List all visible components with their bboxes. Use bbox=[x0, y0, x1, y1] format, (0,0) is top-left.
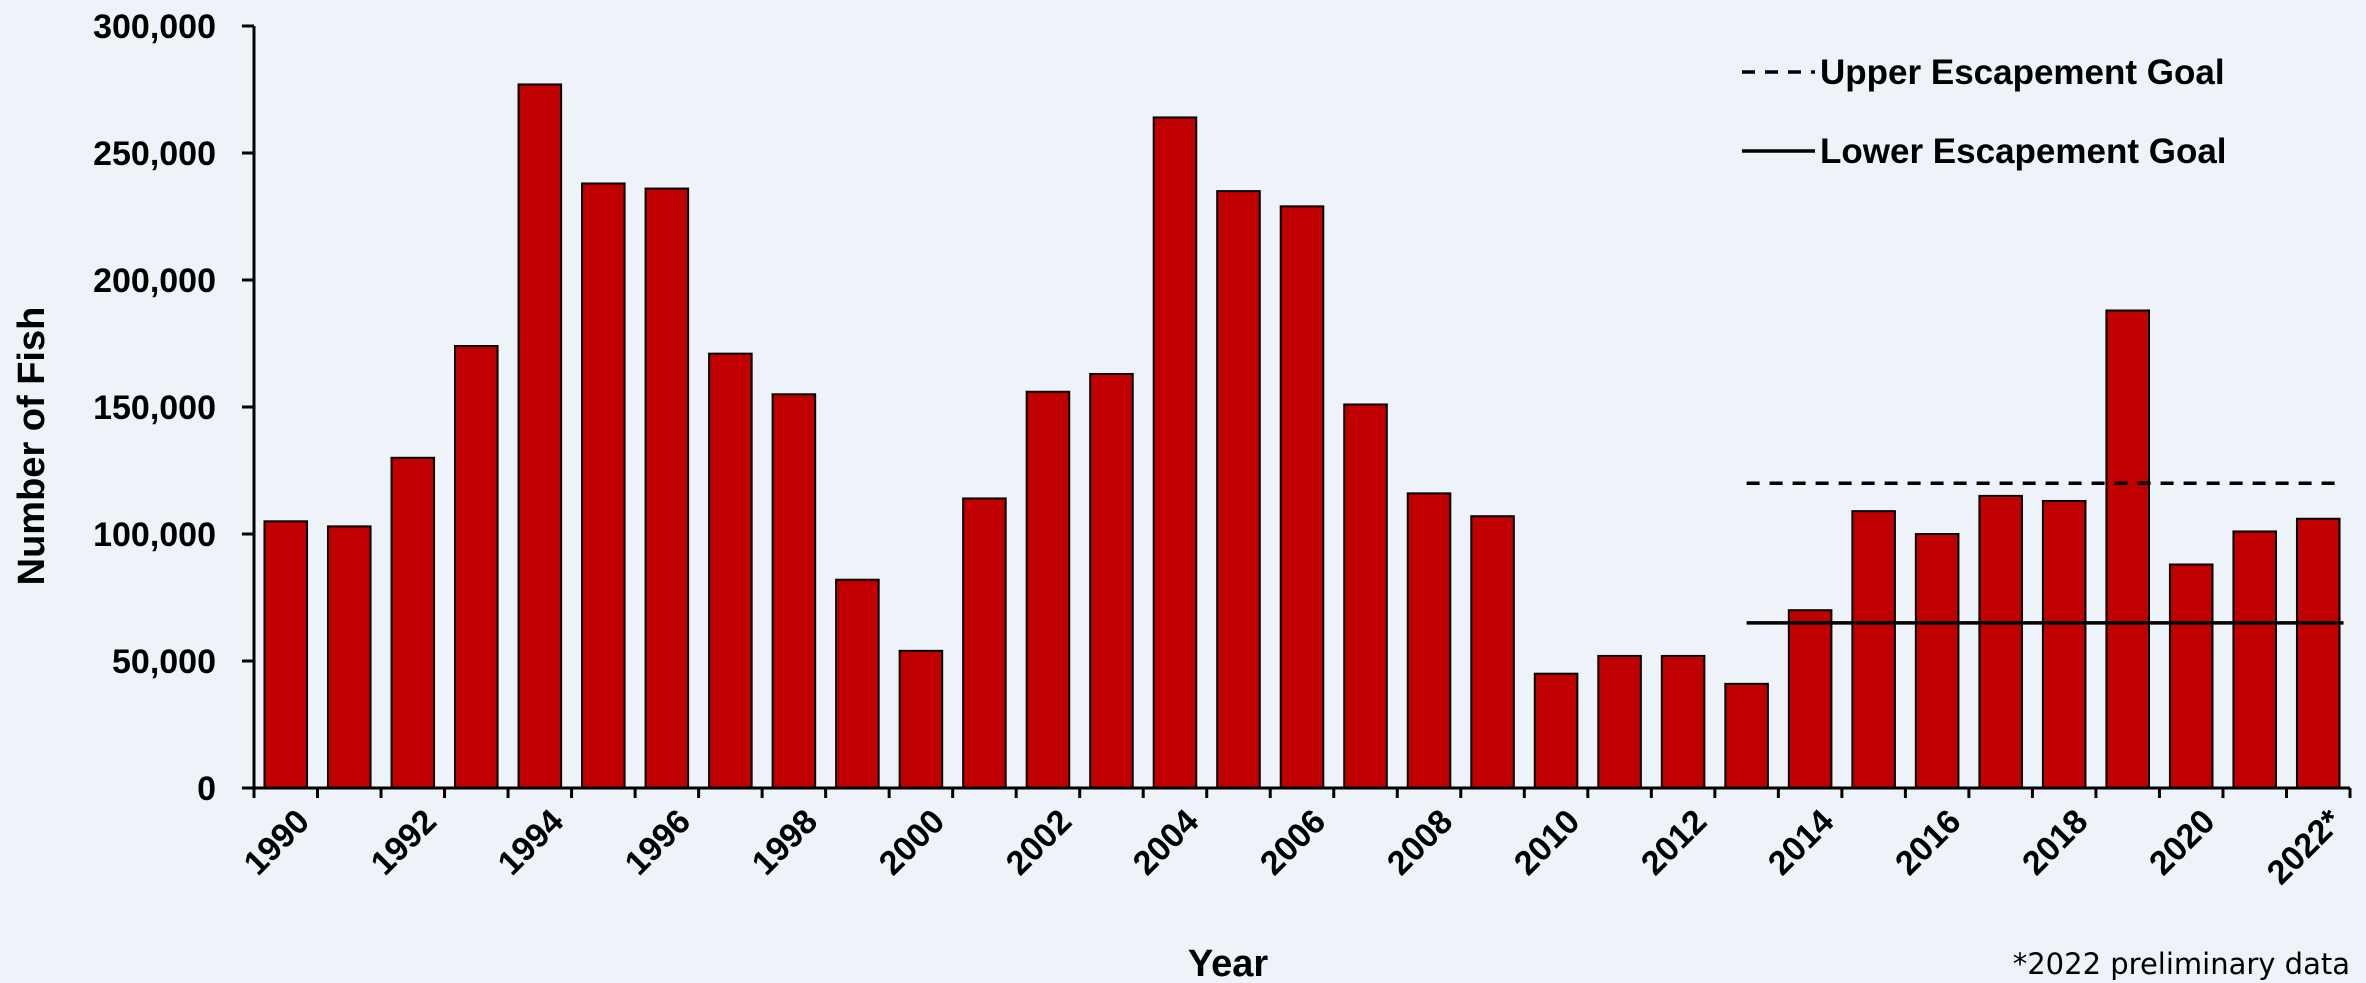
bar-2021 bbox=[2232, 530, 2278, 790]
bar-2020 bbox=[2168, 563, 2214, 789]
bar-2008 bbox=[1406, 492, 1452, 789]
bar-2011 bbox=[1597, 654, 1642, 789]
legend: Upper Escapement Goal Lower Escapement G… bbox=[1742, 53, 2227, 171]
bar-2003 bbox=[1089, 372, 1134, 789]
y-tick-label: 150,000 bbox=[93, 389, 216, 427]
bar-2016 bbox=[1914, 533, 1960, 789]
bar-2019 bbox=[2105, 309, 2150, 789]
y-tick-label: 100,000 bbox=[93, 516, 216, 554]
bar-1994 bbox=[517, 83, 563, 790]
bar-2009 bbox=[1470, 515, 1515, 789]
reference-lines bbox=[1746, 481, 2344, 625]
bar-2013 bbox=[1724, 682, 1769, 789]
x-tick-label: 1990 bbox=[237, 802, 317, 882]
bar-2006 bbox=[1279, 205, 1325, 789]
bar-1991 bbox=[326, 525, 372, 789]
x-tick-label: 2016 bbox=[1888, 802, 1968, 882]
bar-2007 bbox=[1343, 403, 1388, 789]
footnote: *2022 preliminary data bbox=[2013, 947, 2350, 981]
bar-2012 bbox=[1660, 654, 1706, 789]
bar-1995 bbox=[581, 182, 626, 790]
x-axis-title: Year bbox=[1188, 943, 1269, 983]
x-tick-label: 2004 bbox=[1126, 802, 1206, 882]
y-tick-label: 250,000 bbox=[93, 135, 216, 173]
bar-2001 bbox=[962, 497, 1007, 789]
bar-1993 bbox=[454, 345, 499, 789]
x-tick-label: 1998 bbox=[745, 802, 825, 882]
bar-1998 bbox=[771, 393, 817, 789]
x-tick-label: 2008 bbox=[1380, 802, 1460, 882]
x-tick-label: 2014 bbox=[1761, 802, 1841, 882]
y-tick-label: 300,000 bbox=[93, 8, 216, 46]
bar-2015 bbox=[1851, 510, 1896, 789]
bar-2000 bbox=[898, 649, 944, 790]
y-axis-title: Number of Fish bbox=[11, 307, 53, 586]
y-tick-label: 50,000 bbox=[112, 643, 216, 681]
legend-lower-label: Lower Escapement Goal bbox=[1820, 132, 2227, 171]
bar-2017 bbox=[1978, 494, 2023, 789]
x-tick-label: 2018 bbox=[2015, 802, 2095, 882]
y-axis-ticks: 0 50,000 100,000 150,000 200,000 250,000 300,0… bbox=[93, 8, 254, 808]
x-tick-label: 2022* bbox=[2260, 802, 2350, 892]
x-tick-label: 1994 bbox=[491, 802, 571, 882]
bar-2010 bbox=[1533, 672, 1579, 790]
bar-2002 bbox=[1025, 390, 1071, 789]
bar-2022 bbox=[2295, 517, 2341, 789]
x-tick-label: 2000 bbox=[872, 802, 952, 882]
bars bbox=[263, 83, 2341, 790]
bar-1992 bbox=[390, 456, 436, 789]
x-tick-label: 1996 bbox=[618, 802, 698, 882]
x-tick-label: 1992 bbox=[364, 802, 444, 882]
y-tick-label: 200,000 bbox=[93, 262, 216, 300]
y-tick-label: 0 bbox=[197, 770, 216, 808]
x-tick-label: 2006 bbox=[1253, 802, 1333, 882]
bar-1997 bbox=[708, 352, 753, 789]
bar-1999 bbox=[835, 578, 880, 789]
legend-upper-label: Upper Escapement Goal bbox=[1820, 53, 2225, 92]
bar-2005 bbox=[1216, 190, 1261, 790]
x-tick-label: 2002 bbox=[999, 802, 1079, 882]
bar-1996 bbox=[644, 187, 690, 789]
x-tick-label: 2010 bbox=[1507, 802, 1587, 882]
bar-2018 bbox=[2041, 499, 2087, 789]
bar-2014 bbox=[1787, 609, 1833, 790]
bar-1990 bbox=[263, 520, 309, 789]
x-tick-label: 2012 bbox=[1634, 802, 1714, 882]
x-axis-ticks: 1990 1992 1994 1996 1998 2000 2002 2004 2006 2008… bbox=[237, 788, 2352, 892]
bar-2004 bbox=[1152, 116, 1198, 789]
x-tick-label: 2020 bbox=[2142, 802, 2222, 882]
